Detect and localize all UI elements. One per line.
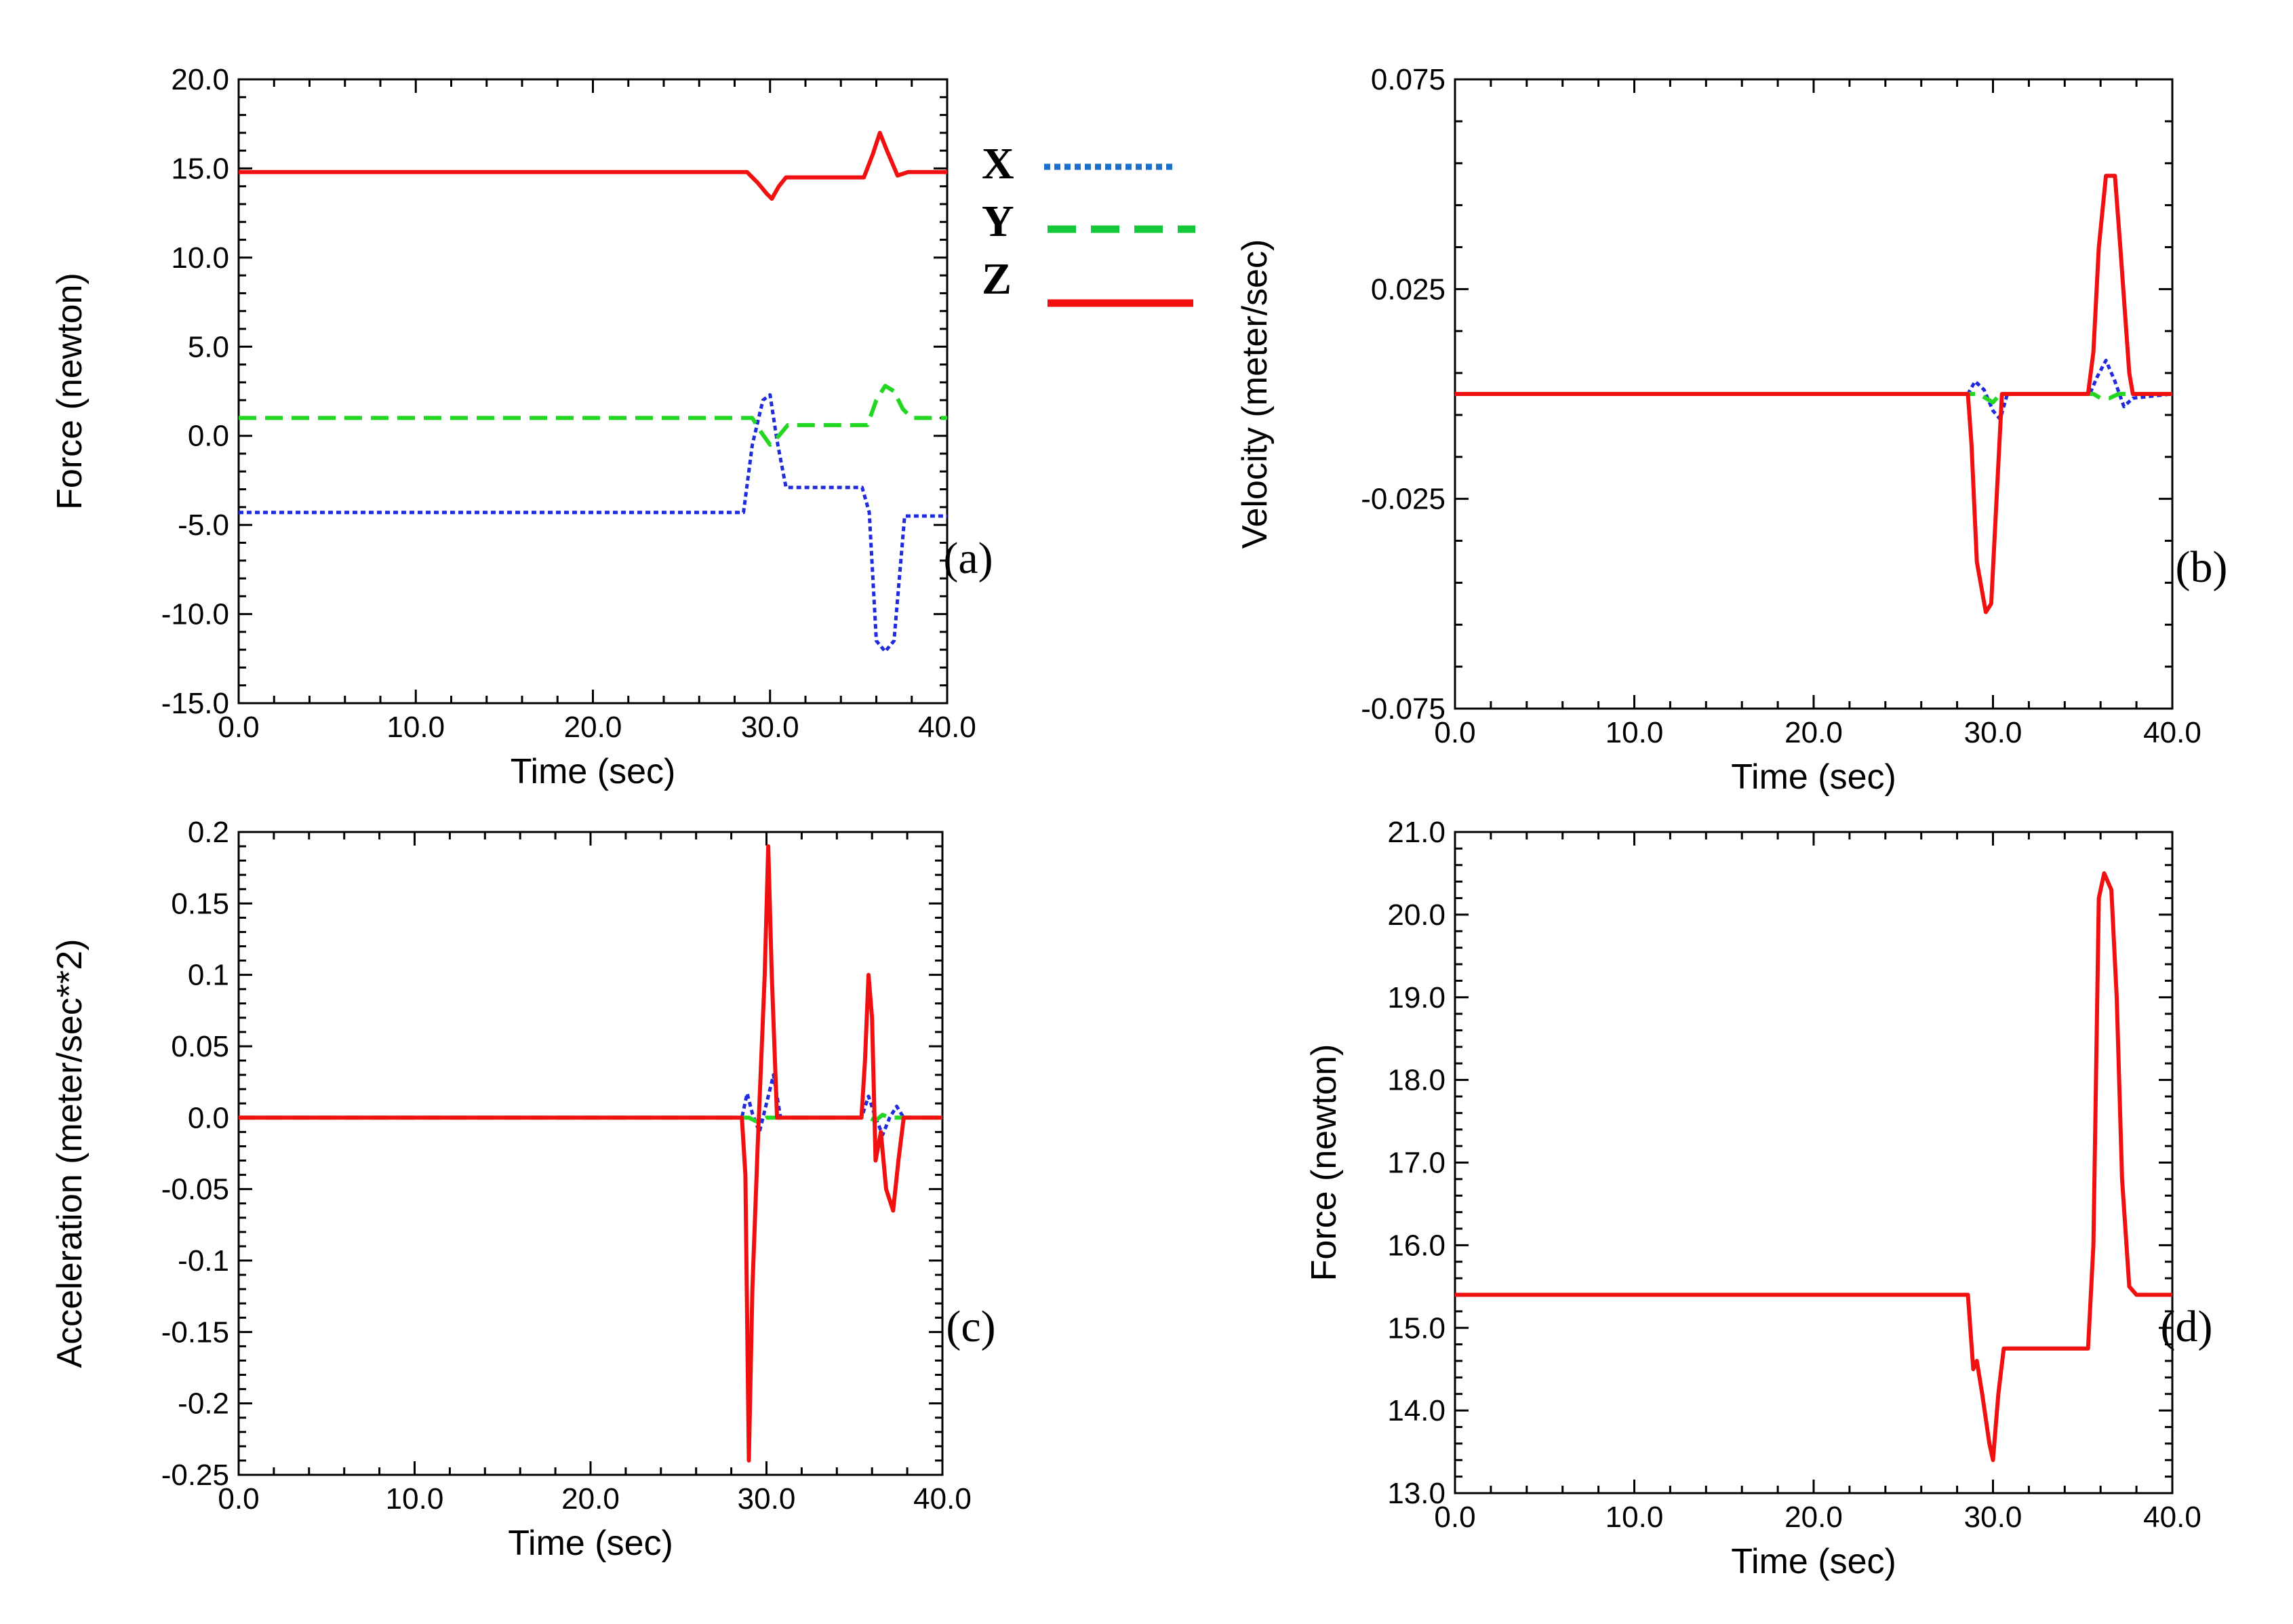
- series-line-z: [1455, 174, 2172, 614]
- x-tick-label: 10.0: [386, 1482, 444, 1516]
- x-tick-label: 0.0: [1434, 716, 1475, 749]
- y-tick-label: 0.0: [188, 420, 229, 453]
- x-axis-title: Time (sec): [511, 752, 676, 791]
- series-group: [1455, 174, 2172, 614]
- y-tick-label: 14.0: [1387, 1394, 1445, 1427]
- x-tick-label: 0.0: [218, 711, 259, 744]
- x-tick-label: 20.0: [1784, 1501, 1843, 1534]
- x-tick-label: 30.0: [1964, 1501, 2022, 1534]
- x-tick-label: 30.0: [1964, 716, 2022, 749]
- y-tick-label: 0.2: [188, 816, 229, 849]
- y-tick-label: 15.0: [171, 152, 229, 185]
- x-axis-title: Time (sec): [1731, 1542, 1896, 1581]
- x-tick-label: 20.0: [1784, 716, 1843, 749]
- panel-label: (a): [943, 534, 993, 583]
- y-tick-label: 0.1: [188, 959, 229, 992]
- y-tick-label: -0.1: [178, 1244, 229, 1278]
- x-tick-label: 30.0: [738, 1482, 796, 1516]
- x-axis-title: Time (sec): [1731, 757, 1896, 797]
- y-tick-label: -10.0: [161, 598, 229, 631]
- legend-label-x: X: [982, 139, 1014, 189]
- y-tick-label: 0.075: [1371, 63, 1445, 96]
- y-tick-label: 21.0: [1387, 816, 1445, 849]
- y-tick-label: 10.0: [171, 241, 229, 275]
- series-line-z: [1455, 871, 2172, 1463]
- y-tick-label: 20.0: [171, 63, 229, 96]
- y-tick-label: -0.15: [161, 1315, 229, 1349]
- y-tick-label: -0.25: [161, 1459, 229, 1492]
- y-axis-title: Acceleration (meter/sec**2): [50, 939, 89, 1368]
- x-tick-label: 40.0: [913, 1482, 972, 1516]
- panel-label: (b): [2176, 542, 2228, 592]
- series-line-y: [239, 1113, 942, 1124]
- x-tick-label: 40.0: [2143, 1501, 2201, 1534]
- x-tick-label: 0.0: [1434, 1501, 1475, 1534]
- series-line-x: [1455, 359, 2172, 421]
- y-tick-label: -15.0: [161, 687, 229, 720]
- panel-c-acceleration: 0.0 10.0 20.0 30.0 40.0 0.2 0.15 0.1 0.05 0.0 -0.0…: [50, 816, 996, 1563]
- y-tick-label: 0.025: [1371, 273, 1445, 306]
- panel-b-velocity: 0.0 10.0 20.0 30.0 40.0 0.075 0.025 -0.025 -0.07…: [1235, 63, 2227, 797]
- x-tick-label: 10.0: [1606, 1501, 1664, 1534]
- panel-label: (c): [946, 1302, 995, 1351]
- y-tick-label: 13.0: [1387, 1477, 1445, 1510]
- y-tick-label: -0.025: [1361, 483, 1445, 516]
- y-tick-label: 0.0: [188, 1101, 229, 1134]
- x-tick-label: 30.0: [741, 711, 799, 744]
- legend-label-y: Y: [982, 197, 1014, 246]
- legend: X Y Z: [982, 139, 1195, 307]
- x-tick-label: 10.0: [386, 711, 445, 744]
- plot-frame: [237, 831, 944, 1476]
- x-tick-label: 10.0: [1606, 716, 1664, 749]
- y-tick-label: 19.0: [1387, 981, 1445, 1014]
- y-tick-label: 0.15: [171, 887, 229, 920]
- panel-a-force-xyz: 0.0 10.0 20.0 30.0 40.0 20.0 15.0 10.0 5.0 0.0 -5.…: [50, 63, 993, 791]
- series-group: [1455, 871, 2172, 1463]
- series-line-z: [239, 130, 947, 201]
- panel-d-force-z: 0.0 10.0 20.0 30.0 40.0 21.0 20.0 19.0 18.0 17.0 1…: [1304, 816, 2212, 1581]
- y-tick-label: -5.0: [178, 509, 229, 542]
- y-tick-label: -0.075: [1361, 692, 1445, 726]
- y-tick-label: 15.0: [1387, 1311, 1445, 1345]
- y-axis-title: Velocity (meter/sec): [1235, 239, 1275, 549]
- y-tick-label: 5.0: [188, 330, 229, 363]
- x-axis-title: Time (sec): [508, 1524, 673, 1563]
- x-tick-label: 40.0: [2143, 716, 2201, 749]
- y-axis-title: Force (newton): [50, 273, 89, 510]
- y-tick-label: 18.0: [1387, 1064, 1445, 1097]
- x-tick-label: 40.0: [918, 711, 976, 744]
- y-tick-label: 16.0: [1387, 1229, 1445, 1262]
- series-group: [239, 844, 942, 1463]
- y-tick-label: -0.2: [178, 1387, 229, 1421]
- series-line-x: [239, 393, 947, 654]
- series-line-y: [239, 384, 947, 447]
- plot-frame: [1454, 831, 2174, 1494]
- x-tick-label: 20.0: [564, 711, 622, 744]
- legend-label-z: Z: [982, 254, 1012, 304]
- y-tick-label: 0.05: [171, 1030, 229, 1063]
- y-axis-title: Force (newton): [1304, 1044, 1344, 1282]
- panel-label: (d): [2161, 1302, 2213, 1351]
- x-tick-label: 0.0: [218, 1482, 259, 1516]
- x-tick-label: 20.0: [561, 1482, 620, 1516]
- series-group: [239, 130, 947, 654]
- y-tick-label: -0.05: [161, 1173, 229, 1206]
- y-tick-label: 20.0: [1387, 898, 1445, 932]
- series-line-x: [239, 1073, 942, 1137]
- series-line-z: [239, 844, 942, 1463]
- y-tick-label: 17.0: [1387, 1147, 1445, 1180]
